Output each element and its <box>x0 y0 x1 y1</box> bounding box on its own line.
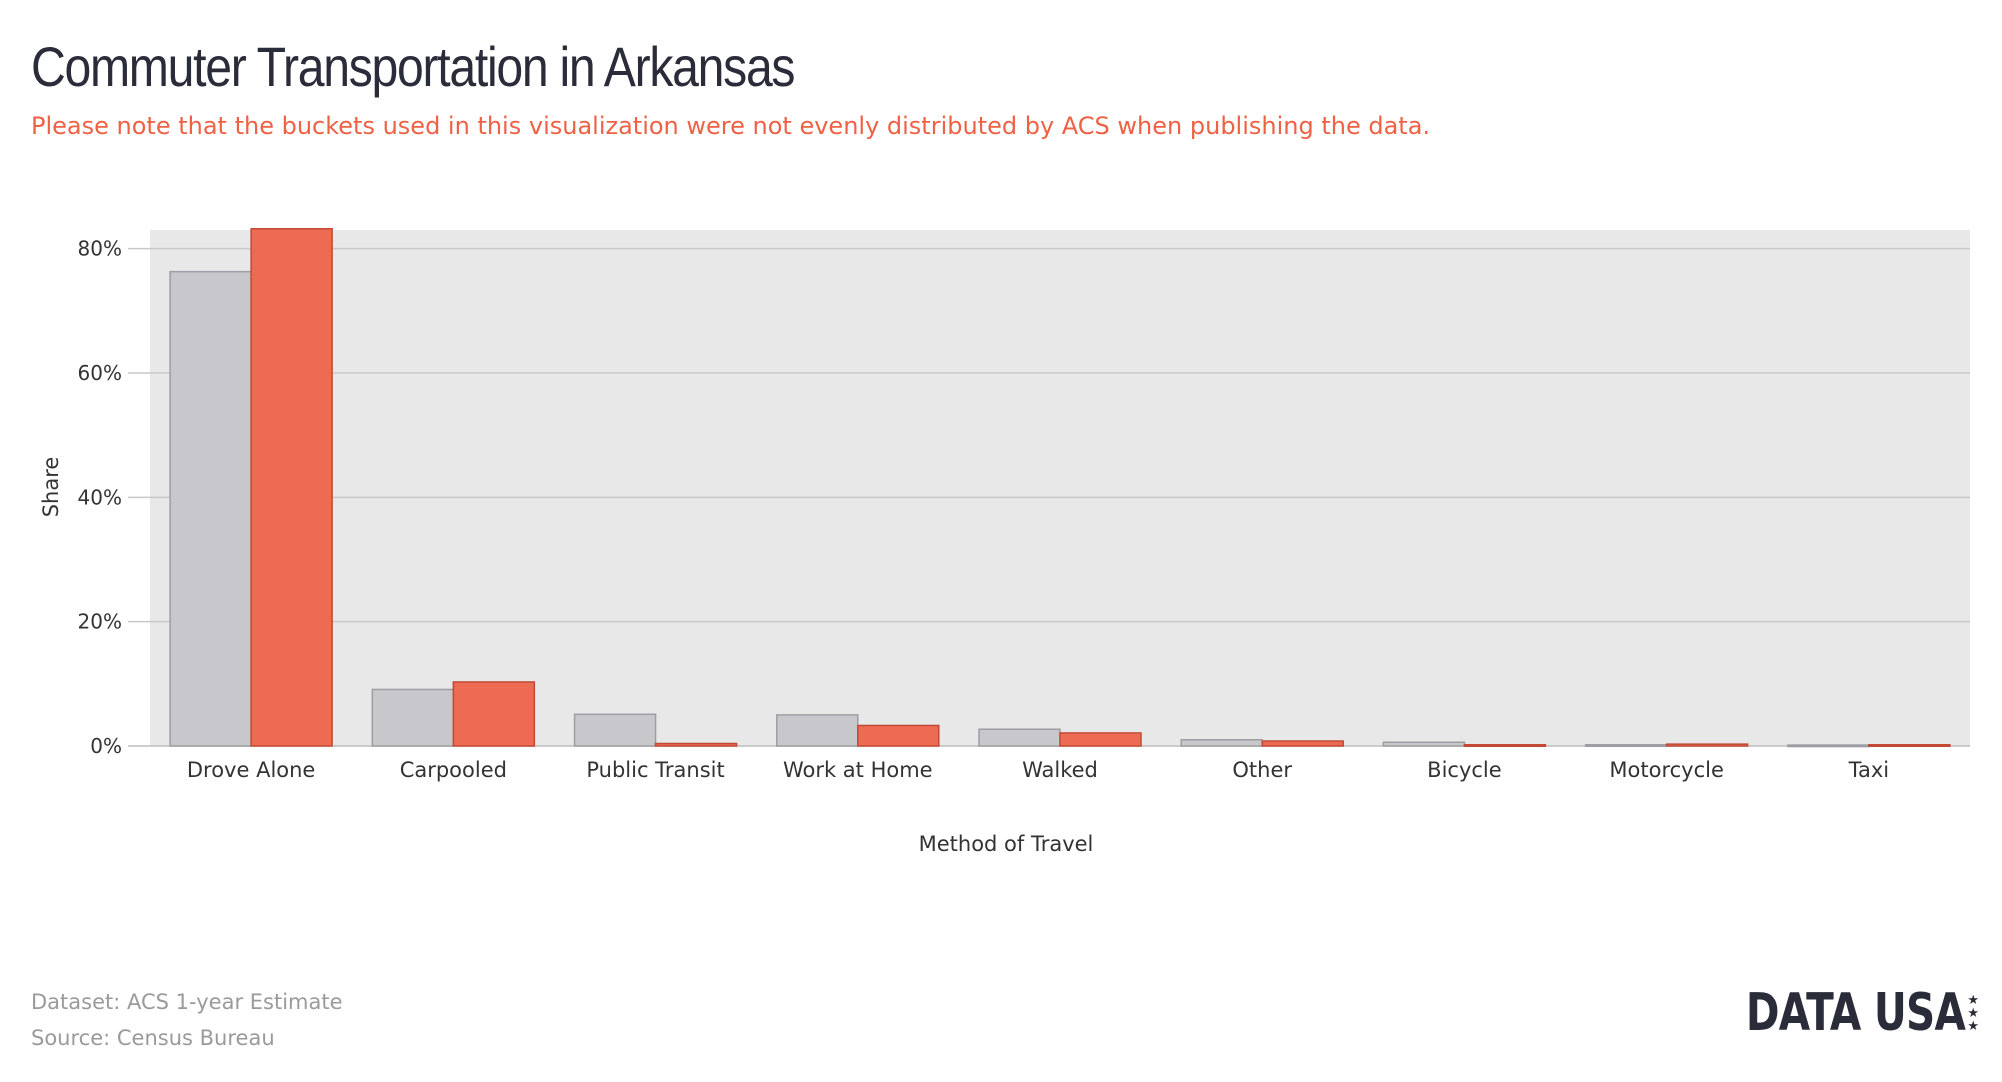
bar-bicycle-series-2[interactable] <box>1463 744 1547 748</box>
x-tick-label: Public Transit <box>586 758 724 782</box>
x-tick-label: Carpooled <box>400 758 507 782</box>
x-tick-label: Bicycle <box>1427 758 1502 782</box>
y-tick-label: 40% <box>78 485 122 509</box>
chart-subtitle: Please note that the buckets used in thi… <box>31 112 1431 140</box>
bar-carpooled-series-1[interactable] <box>371 688 455 747</box>
bar-taxi-series-1[interactable] <box>1787 744 1870 748</box>
logo-text: DATA USA <box>1746 983 1966 1043</box>
bar-carpooled-series-2[interactable] <box>452 681 536 747</box>
bar-other-series-1[interactable] <box>1180 739 1263 747</box>
dataset-note: Dataset: ACS 1-year Estimate <box>31 990 343 1014</box>
datausa-logo[interactable]: DATA USA ★ ★ ★ <box>1684 983 1979 1043</box>
y-tick-label: 80% <box>78 237 122 261</box>
x-axis-label: Method of Travel <box>919 832 1094 856</box>
bar-public-transit-series-1[interactable] <box>573 713 657 747</box>
bar-work-at-home-series-1[interactable] <box>776 714 859 747</box>
bar-chart: Drove Alone Carpooled Public Transit Work a… <box>39 228 1970 856</box>
bar-walked-series-2[interactable] <box>1059 732 1142 747</box>
bar-other-series-2[interactable] <box>1261 740 1344 747</box>
bars <box>169 228 1951 748</box>
bar-taxi-series-2[interactable] <box>1868 744 1951 748</box>
y-tick-label: 60% <box>78 361 122 385</box>
y-tick-label: 20% <box>78 610 122 634</box>
bar-public-transit-series-2[interactable] <box>654 742 738 747</box>
bar-drove-alone-series-2[interactable] <box>250 228 333 747</box>
plot-area <box>150 230 1970 746</box>
bar-bicycle-series-1[interactable] <box>1382 741 1466 747</box>
x-tick-label: Drove Alone <box>187 758 316 782</box>
x-tick-label: Work at Home <box>783 758 933 782</box>
bar-drove-alone-series-1[interactable] <box>169 270 252 747</box>
x-tick-label: Other <box>1232 758 1292 782</box>
y-axis-label: Share <box>39 457 63 518</box>
x-tick-label: Taxi <box>1848 758 1889 782</box>
source-note: Source: Census Bureau <box>31 1026 275 1050</box>
chart-title: Commuter Transportation in Arkansas <box>31 35 796 98</box>
y-tick-label: 0% <box>90 734 122 758</box>
x-tick-label: Motorcycle <box>1609 758 1724 782</box>
x-tick-label: Walked <box>1022 758 1098 782</box>
bar-work-at-home-series-2[interactable] <box>857 724 940 747</box>
bar-motorcycle-series-2[interactable] <box>1665 743 1749 747</box>
x-tick-labels: Drove Alone Carpooled Public Transit Work a… <box>187 758 1889 782</box>
bar-motorcycle-series-1[interactable] <box>1584 744 1668 748</box>
y-tick-labels: 0% 20% 40% 60% 80% <box>78 237 122 758</box>
bar-walked-series-1[interactable] <box>978 728 1061 747</box>
logo-stars-icon: ★ ★ ★ <box>1967 992 1979 1034</box>
